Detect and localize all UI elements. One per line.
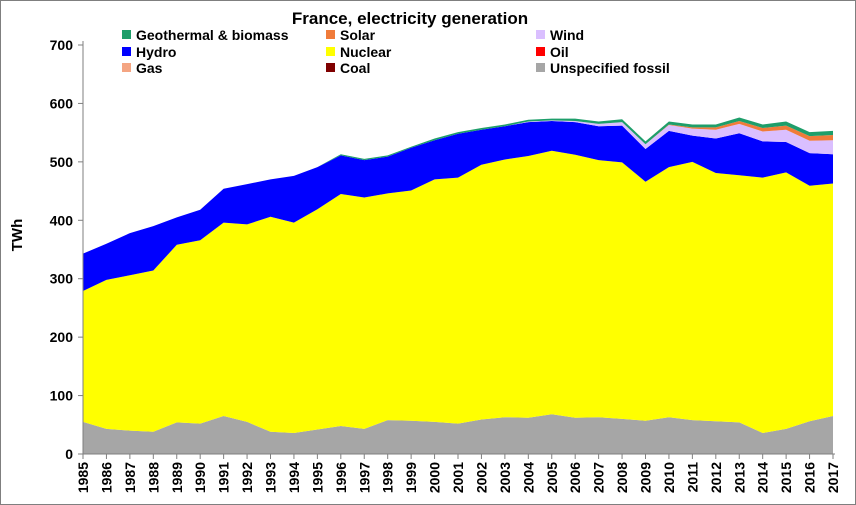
x-tick-label: 2017 bbox=[825, 462, 841, 493]
x-tick-label: 1991 bbox=[216, 462, 232, 493]
x-tick-label: 2010 bbox=[661, 462, 677, 493]
x-tick-label: 1986 bbox=[98, 462, 114, 493]
x-tick-label: 2012 bbox=[708, 462, 724, 493]
x-tick-label: 2002 bbox=[473, 462, 489, 493]
legend-group: Geothermal & biomass Solar Wind Hydro Nuclea… bbox=[122, 27, 670, 76]
x-tick-label: 1999 bbox=[403, 462, 419, 493]
legend-swatch-wind bbox=[536, 30, 545, 39]
x-tick-label: 2009 bbox=[638, 462, 654, 493]
y-tick-label: 400 bbox=[50, 212, 74, 228]
x-tick-label: 1993 bbox=[263, 462, 279, 493]
y-tick-label: 200 bbox=[50, 329, 74, 345]
x-tick-label: 2001 bbox=[450, 462, 466, 493]
x-tick-label: 1997 bbox=[356, 462, 372, 493]
areas-group bbox=[83, 117, 833, 454]
x-tick-label: 1989 bbox=[169, 462, 185, 493]
x-tick-label: 1998 bbox=[380, 462, 396, 493]
x-tick-label: 2006 bbox=[567, 462, 583, 493]
legend-swatch-hydro bbox=[122, 47, 131, 56]
x-tick-label: 2015 bbox=[778, 462, 794, 493]
legend-label-oil: Oil bbox=[550, 44, 569, 60]
x-tick-label: 2011 bbox=[684, 462, 700, 493]
legend-label-wind: Wind bbox=[550, 27, 584, 43]
x-tick-label: 1995 bbox=[309, 462, 325, 493]
x-tick-label: 2003 bbox=[497, 462, 513, 493]
y-tick-label: 700 bbox=[50, 37, 74, 53]
axes-group: 0 100 200 300 400 500 600 700 1985 1986 1987 1988 19… bbox=[50, 37, 841, 493]
x-tick-label: 1988 bbox=[145, 462, 161, 493]
legend-label-hydro: Hydro bbox=[136, 44, 176, 60]
y-tick-label: 600 bbox=[50, 95, 74, 111]
y-tick-label: 100 bbox=[50, 388, 74, 404]
y-tick-label: 0 bbox=[65, 446, 73, 462]
x-tick-label: 1996 bbox=[333, 462, 349, 493]
x-tick-label: 1990 bbox=[192, 462, 208, 493]
chart-title: France, electricity generation bbox=[292, 9, 528, 28]
x-tick-label: 2014 bbox=[755, 462, 771, 493]
legend-swatch-coal bbox=[326, 63, 335, 72]
x-tick-label: 1987 bbox=[122, 462, 138, 493]
legend-swatch-solar bbox=[326, 30, 335, 39]
y-tick-label: 300 bbox=[50, 271, 74, 287]
legend-label-solar: Solar bbox=[340, 27, 376, 43]
area-nuclear bbox=[83, 150, 833, 434]
x-tick-label: 2005 bbox=[544, 462, 560, 493]
legend-label-unspecified-fossil: Unspecified fossil bbox=[550, 60, 670, 76]
x-tick-label: 2007 bbox=[591, 462, 607, 493]
x-tick-label: 1985 bbox=[75, 462, 91, 493]
x-tick-label: 2013 bbox=[731, 462, 747, 493]
x-tick-label: 2016 bbox=[802, 462, 818, 493]
legend-swatch-unspecified-fossil bbox=[536, 63, 545, 72]
x-tick-label: 2004 bbox=[520, 462, 536, 493]
legend-label-nuclear: Nuclear bbox=[340, 44, 392, 60]
area-unspecified-fossil bbox=[83, 414, 833, 454]
area-wind bbox=[83, 120, 833, 254]
legend-label-geothermal-biomass: Geothermal & biomass bbox=[136, 27, 289, 43]
y-tick-label: 500 bbox=[50, 154, 74, 170]
x-tick-label: 2008 bbox=[614, 462, 630, 493]
legend-swatch-nuclear bbox=[326, 47, 335, 56]
y-axis-label: TWh bbox=[9, 219, 26, 251]
x-tick-label: 2000 bbox=[427, 462, 443, 493]
legend-label-gas: Gas bbox=[136, 60, 163, 76]
x-tick-label: 1994 bbox=[286, 462, 302, 493]
legend-swatch-gas bbox=[122, 63, 131, 72]
legend-label-coal: Coal bbox=[340, 60, 370, 76]
x-tick-label: 1992 bbox=[239, 462, 255, 493]
legend-swatch-geothermal-biomass bbox=[122, 30, 131, 39]
area-hydro bbox=[83, 121, 833, 291]
legend-swatch-oil bbox=[536, 47, 545, 56]
